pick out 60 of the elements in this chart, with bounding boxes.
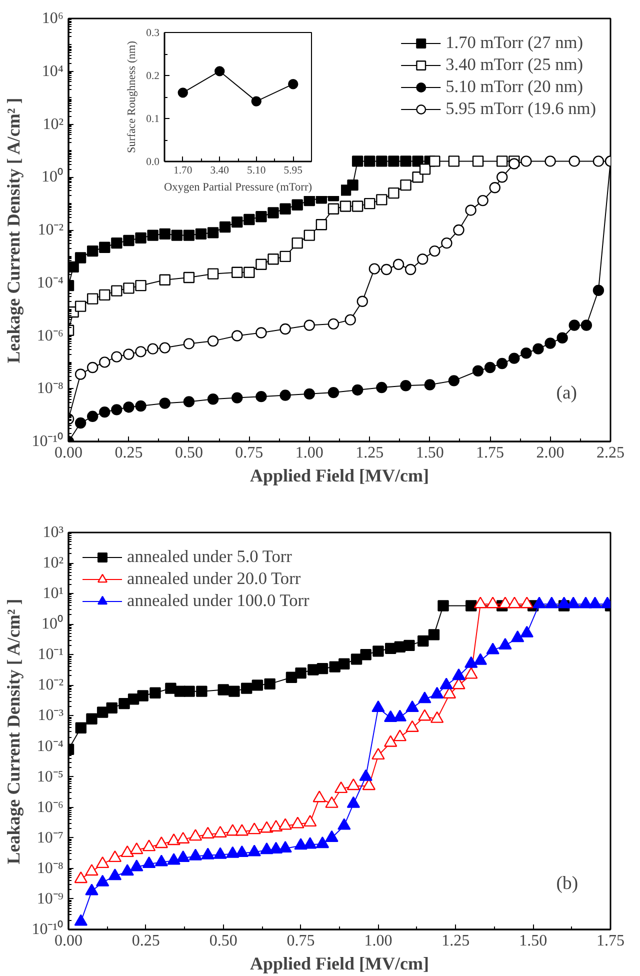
y-tick-label: 10²	[42, 116, 64, 133]
y-tick-label: 0.2	[146, 71, 160, 82]
legend-label: 1.70 mTorr (27 nm)	[446, 32, 583, 54]
x-tick-label: 0.75	[235, 444, 264, 462]
x-tick-label: 1.25	[356, 444, 384, 462]
y-tick-label: 10⁻⁸	[36, 860, 64, 877]
y-tick-label: 10⁻⁶	[36, 798, 64, 816]
x-tick-label: 1.00	[295, 444, 324, 462]
x-tick-label: 2.25	[596, 444, 624, 462]
y-axis-title: Leakage Current Density [ A/cm² ]	[4, 598, 24, 864]
y-tick-label: 10⁻⁵	[36, 768, 64, 786]
legend-label: annealed under 5.0 Torr	[127, 546, 292, 568]
x-tick-label: 1.75	[596, 932, 624, 950]
x-axis-title: Applied Field [MV/cm]	[250, 466, 429, 486]
y-tick-label: 10⁻⁷	[36, 829, 64, 846]
x-tick-label: 5.10	[247, 166, 266, 176]
legend-label: 5.95 mTorr (19.6 nm)	[446, 98, 596, 120]
x-tick-label: 0.25	[132, 932, 160, 950]
annotation: (b)	[556, 872, 578, 894]
x-tick-label: 1.50	[519, 932, 548, 950]
legend-label: annealed under 100.0 Torr	[127, 590, 310, 612]
x-tick-label: 0.50	[209, 932, 238, 950]
x-tick-label: 1.70	[174, 166, 192, 176]
x-tick-label: 0.75	[286, 932, 315, 950]
legend-label: 5.10 mTorr (20 nm)	[446, 76, 583, 98]
y-tick-label: 10⁰	[42, 168, 64, 186]
x-tick-label: 0.50	[174, 444, 203, 462]
y-tick-label: 10⁻³	[38, 707, 64, 724]
y-tick-label: 10⁻⁶	[36, 327, 64, 344]
y-tick-label: 10⁴	[42, 62, 64, 80]
x-tick-label: 1.50	[416, 444, 444, 462]
x-tick-label: 2.00	[536, 444, 564, 462]
y-tick-label: 10⁶	[42, 10, 64, 27]
x-tick-label: 3.40	[210, 166, 229, 176]
x-tick-label: 1.25	[442, 932, 470, 950]
x-tick-label: 1.75	[476, 444, 504, 462]
y-tick-label: 10⁻²	[38, 676, 64, 694]
y-tick-label: 10⁻⁸	[36, 380, 64, 398]
y-tick-label: 10⁰	[42, 614, 64, 633]
y-tick-label: 10²	[42, 554, 64, 572]
y-tick-label: 10¹	[42, 585, 64, 602]
x-axis-title: Oxygen Partial Pressure (mTorr)	[164, 182, 312, 194]
y-tick-label: 0.1	[146, 114, 160, 125]
y-axis-title: Leakage Current Density [ A/cm² ]	[4, 98, 24, 364]
annotation: (a)	[556, 382, 578, 404]
legend-label: 3.40 mTorr (25 nm)	[446, 54, 583, 76]
y-tick-label: 10⁻²	[38, 222, 64, 238]
y-tick-label: 0.0	[146, 157, 160, 168]
x-tick-label: 5.95	[284, 166, 302, 176]
y-tick-label: 10⁻¹	[38, 646, 64, 664]
y-tick-label: 10⁻⁹	[36, 890, 64, 908]
x-tick-label: 0.25	[114, 444, 143, 462]
y-tick-label: 0.3	[146, 28, 160, 39]
y-tick-label: 10⁻⁴	[36, 274, 64, 292]
y-tick-label: 10³	[42, 524, 64, 541]
x-tick-label: 1.00	[364, 932, 392, 950]
legend-label: annealed under 20.0 Torr	[127, 568, 301, 590]
x-axis-title: Applied Field [MV/cm]	[250, 954, 429, 974]
y-tick-label: 10⁻⁴	[36, 738, 64, 755]
y-axis-title: Surface Roughness (nm)	[126, 40, 138, 153]
